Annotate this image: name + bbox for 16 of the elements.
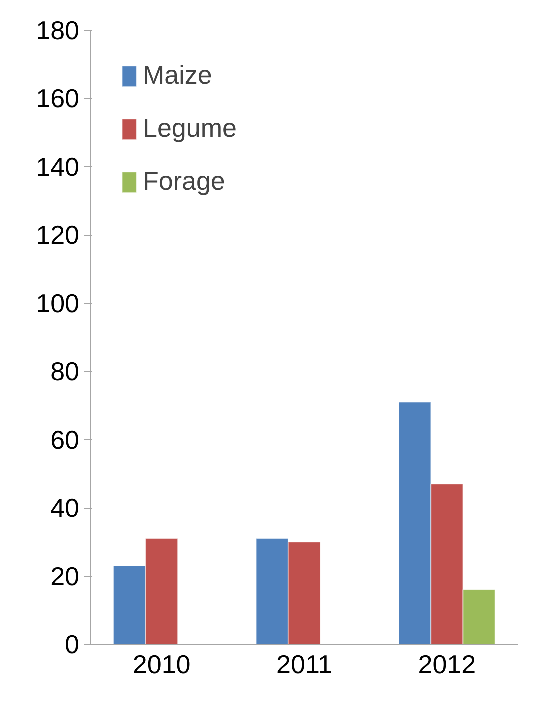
y-tick-label: 160 bbox=[36, 84, 80, 114]
legend-label: Maize bbox=[143, 60, 212, 91]
y-tick-label: 40 bbox=[50, 493, 80, 524]
y-tick-label: 60 bbox=[50, 424, 80, 455]
y-tick-label: 180 bbox=[36, 16, 80, 46]
x-tick-label: 2010 bbox=[132, 650, 191, 680]
y-tick-label: 140 bbox=[36, 152, 80, 182]
y-tick-label: 120 bbox=[36, 220, 80, 250]
y-tick-label: 0 bbox=[65, 630, 80, 660]
legend-label: Legume bbox=[143, 113, 237, 144]
y-tick-label: 80 bbox=[50, 356, 80, 387]
x-tick-label: 2011 bbox=[276, 650, 332, 680]
y-tick-label: 100 bbox=[36, 288, 80, 318]
y-tick-label: 20 bbox=[50, 561, 80, 592]
legend-label: Forage bbox=[143, 166, 226, 197]
x-tick-label: 2012 bbox=[418, 650, 476, 680]
